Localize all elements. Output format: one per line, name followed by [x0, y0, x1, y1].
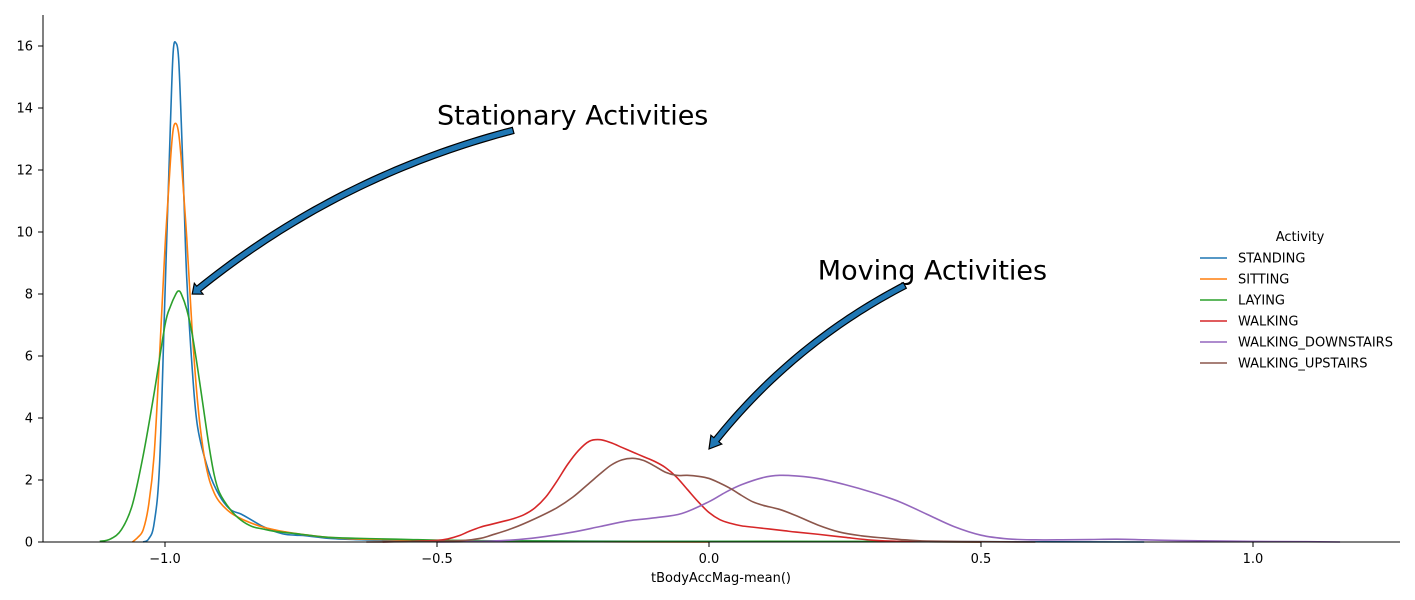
y-tick-label: 8 [25, 288, 33, 303]
x-tick-label: −1.0 [149, 552, 181, 567]
annotation-stationary-arrow [191, 126, 515, 295]
y-tick-label: 2 [25, 474, 33, 489]
y-tick-label: 0 [25, 536, 33, 551]
legend-title: Activity [1276, 230, 1325, 245]
series-line-walking [382, 438, 982, 543]
legend-label-walking: WALKING [1238, 315, 1298, 330]
annotation-moving-arrow [708, 281, 908, 450]
y-tick-label: 10 [16, 226, 33, 241]
legend-label-walking-downstairs: WALKING_DOWNSTAIRS [1238, 336, 1393, 351]
y-tick-label: 6 [25, 350, 33, 365]
x-ticks: −1.0 −0.5 0.0 0.5 1.0 [149, 542, 1263, 567]
annotations: Stationary Activities Moving Activities [191, 100, 1047, 450]
x-tick-label: −0.5 [421, 552, 453, 567]
axes [42, 15, 1400, 543]
y-ticks: 0 2 4 6 8 10 12 14 16 [16, 40, 43, 551]
y-tick-label: 14 [16, 102, 33, 117]
annotation-stationary-text: Stationary Activities [437, 100, 708, 131]
x-tick-label: 0.5 [971, 552, 992, 567]
series-line-sitting [131, 122, 710, 543]
y-tick-label: 16 [16, 40, 33, 55]
y-tick-label: 12 [16, 164, 33, 179]
x-tick-label: 1.0 [1243, 552, 1264, 567]
legend-label-walking-upstairs: WALKING_UPSTAIRS [1238, 357, 1368, 372]
legend-label-standing: STANDING [1238, 252, 1305, 267]
y-tick-label: 4 [25, 412, 33, 427]
legend: Activity STANDING SITTING LAYING WALKING WAL… [1200, 230, 1393, 372]
legend-label-sitting: SITTING [1238, 273, 1289, 288]
series-line-walking-upstairs [366, 457, 1036, 543]
series-line-walking-downstairs [436, 474, 1341, 543]
annotation-moving-text: Moving Activities [818, 255, 1047, 286]
x-tick-label: 0.0 [699, 552, 720, 567]
density-curves [99, 41, 1341, 543]
x-axis-label: tBodyAccMag-mean() [651, 571, 791, 586]
series-line-laying [99, 290, 982, 543]
legend-label-laying: LAYING [1238, 294, 1285, 309]
